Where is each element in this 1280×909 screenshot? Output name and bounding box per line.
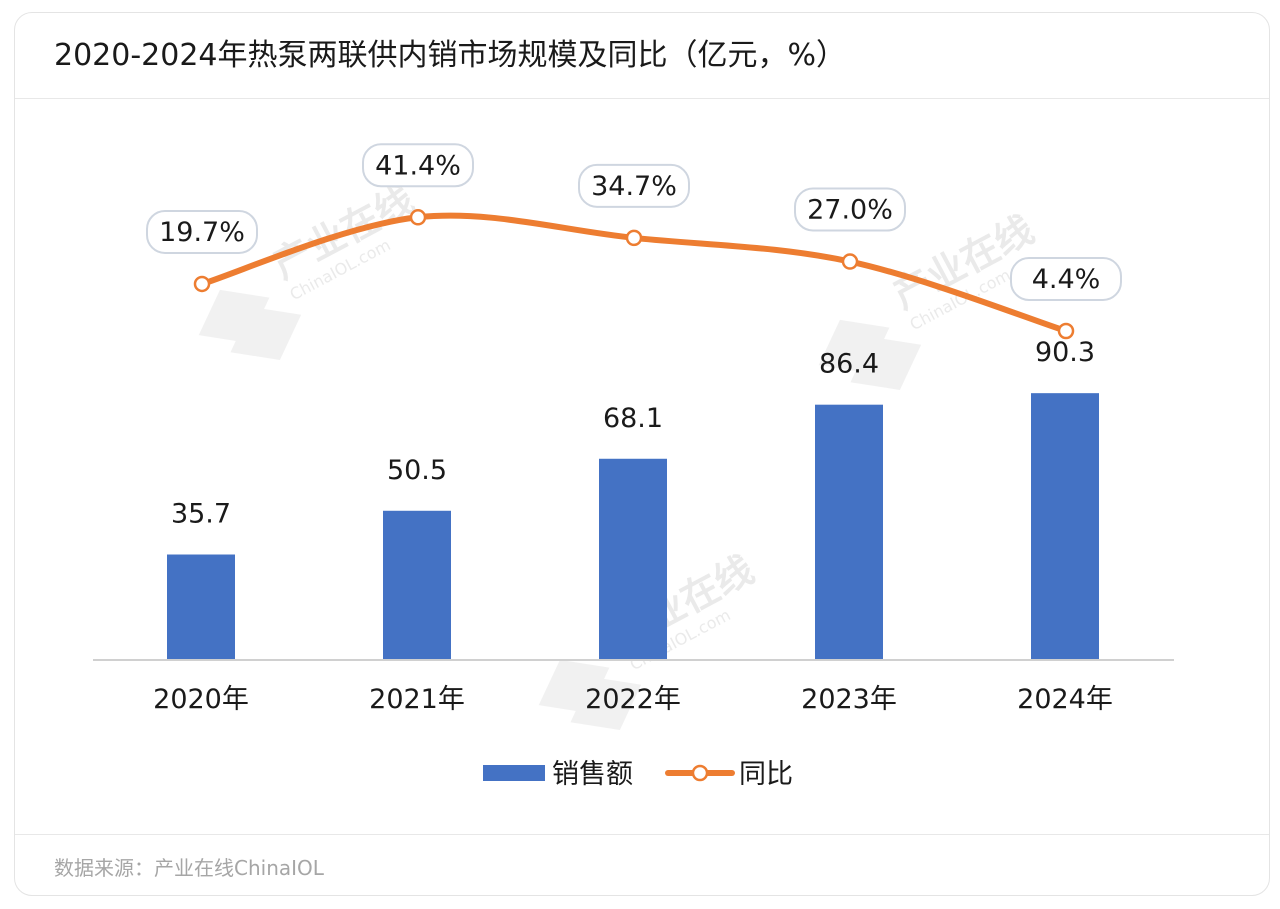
bar-series: [167, 393, 1099, 660]
watermark-logo-1: [538, 659, 642, 730]
legend-bar-label: 销售额: [552, 759, 633, 790]
yoy-label-text-2: 34.7%: [591, 171, 677, 202]
bar-0: [167, 554, 235, 660]
yoy-marker-0: [193, 275, 211, 293]
bar-4: [1031, 393, 1099, 660]
legend-bar-swatch: [483, 765, 545, 781]
yoy-marker-4: [1057, 322, 1075, 340]
yoy-label-3: 27.0%: [794, 187, 906, 232]
source-note: 数据来源：产业在线ChinaIOL: [54, 856, 324, 880]
yoy-label-text-0: 19.7%: [159, 217, 245, 248]
x-axis-ticks: 2020年 2021年 2022年 2023年 2024年: [153, 684, 1113, 715]
yoy-label-box-4: [1010, 257, 1122, 301]
yoy-marker-3: [841, 253, 859, 270]
watermark-logo-2: [818, 319, 922, 390]
bar-label-0: 35.7: [171, 499, 231, 530]
x-tick-1: 2021年: [369, 684, 465, 715]
x-tick-2: 2022年: [585, 684, 681, 715]
yoy-label-2: 34.7%: [578, 163, 690, 208]
watermark-2: 产业在线ChinaIOL.com: [818, 207, 1041, 390]
watermark-logo-0: [198, 289, 302, 360]
bar-2: [599, 458, 667, 660]
chart-title: 2020-2024年热泵两联供内销市场规模及同比（亿元，%）: [54, 38, 847, 73]
x-tick-4: 2024年: [1017, 684, 1113, 715]
yoy-label-1: 41.4%: [362, 143, 474, 188]
bar-1: [383, 510, 451, 660]
yoy-data-labels: 19.7% 41.4% 34.7% 27.0% 4.4%: [146, 143, 1122, 301]
legend-line-marker: [691, 764, 709, 782]
legend-line-label: 同比: [739, 759, 793, 790]
yoy-marker-2: [625, 229, 643, 247]
x-tick-0: 2020年: [153, 684, 249, 715]
watermark-0: 产业在线ChinaIOL.com: [198, 177, 421, 360]
yoy-label-text-1: 41.4%: [375, 150, 461, 181]
bar-data-labels: 35.7 50.5 68.1 86.4 90.3: [171, 337, 1095, 529]
yoy-label-text-4: 4.4%: [1032, 264, 1101, 295]
yoy-label-0: 19.7%: [146, 209, 258, 254]
yoy-label-box-3: [794, 187, 906, 232]
legend: 销售额 同比: [483, 759, 793, 790]
bar-label-4: 90.3: [1035, 337, 1095, 368]
x-tick-3: 2023年: [801, 684, 897, 715]
yoy-markers: [193, 209, 1075, 340]
yoy-label-box-0: [146, 209, 258, 254]
bar-label-1: 50.5: [387, 455, 447, 486]
bar-label-2: 68.1: [603, 403, 663, 434]
yoy-label-box-1: [362, 143, 474, 188]
yoy-label-text-3: 27.0%: [807, 195, 893, 226]
bar-3: [815, 404, 883, 660]
bar-label-3: 86.4: [819, 349, 879, 380]
yoy-marker-1: [409, 209, 427, 226]
title-divider: [15, 98, 1269, 99]
yoy-label-box-2: [578, 163, 690, 208]
yoy-label-4: 4.4%: [1010, 257, 1122, 301]
source-divider: [15, 834, 1269, 835]
